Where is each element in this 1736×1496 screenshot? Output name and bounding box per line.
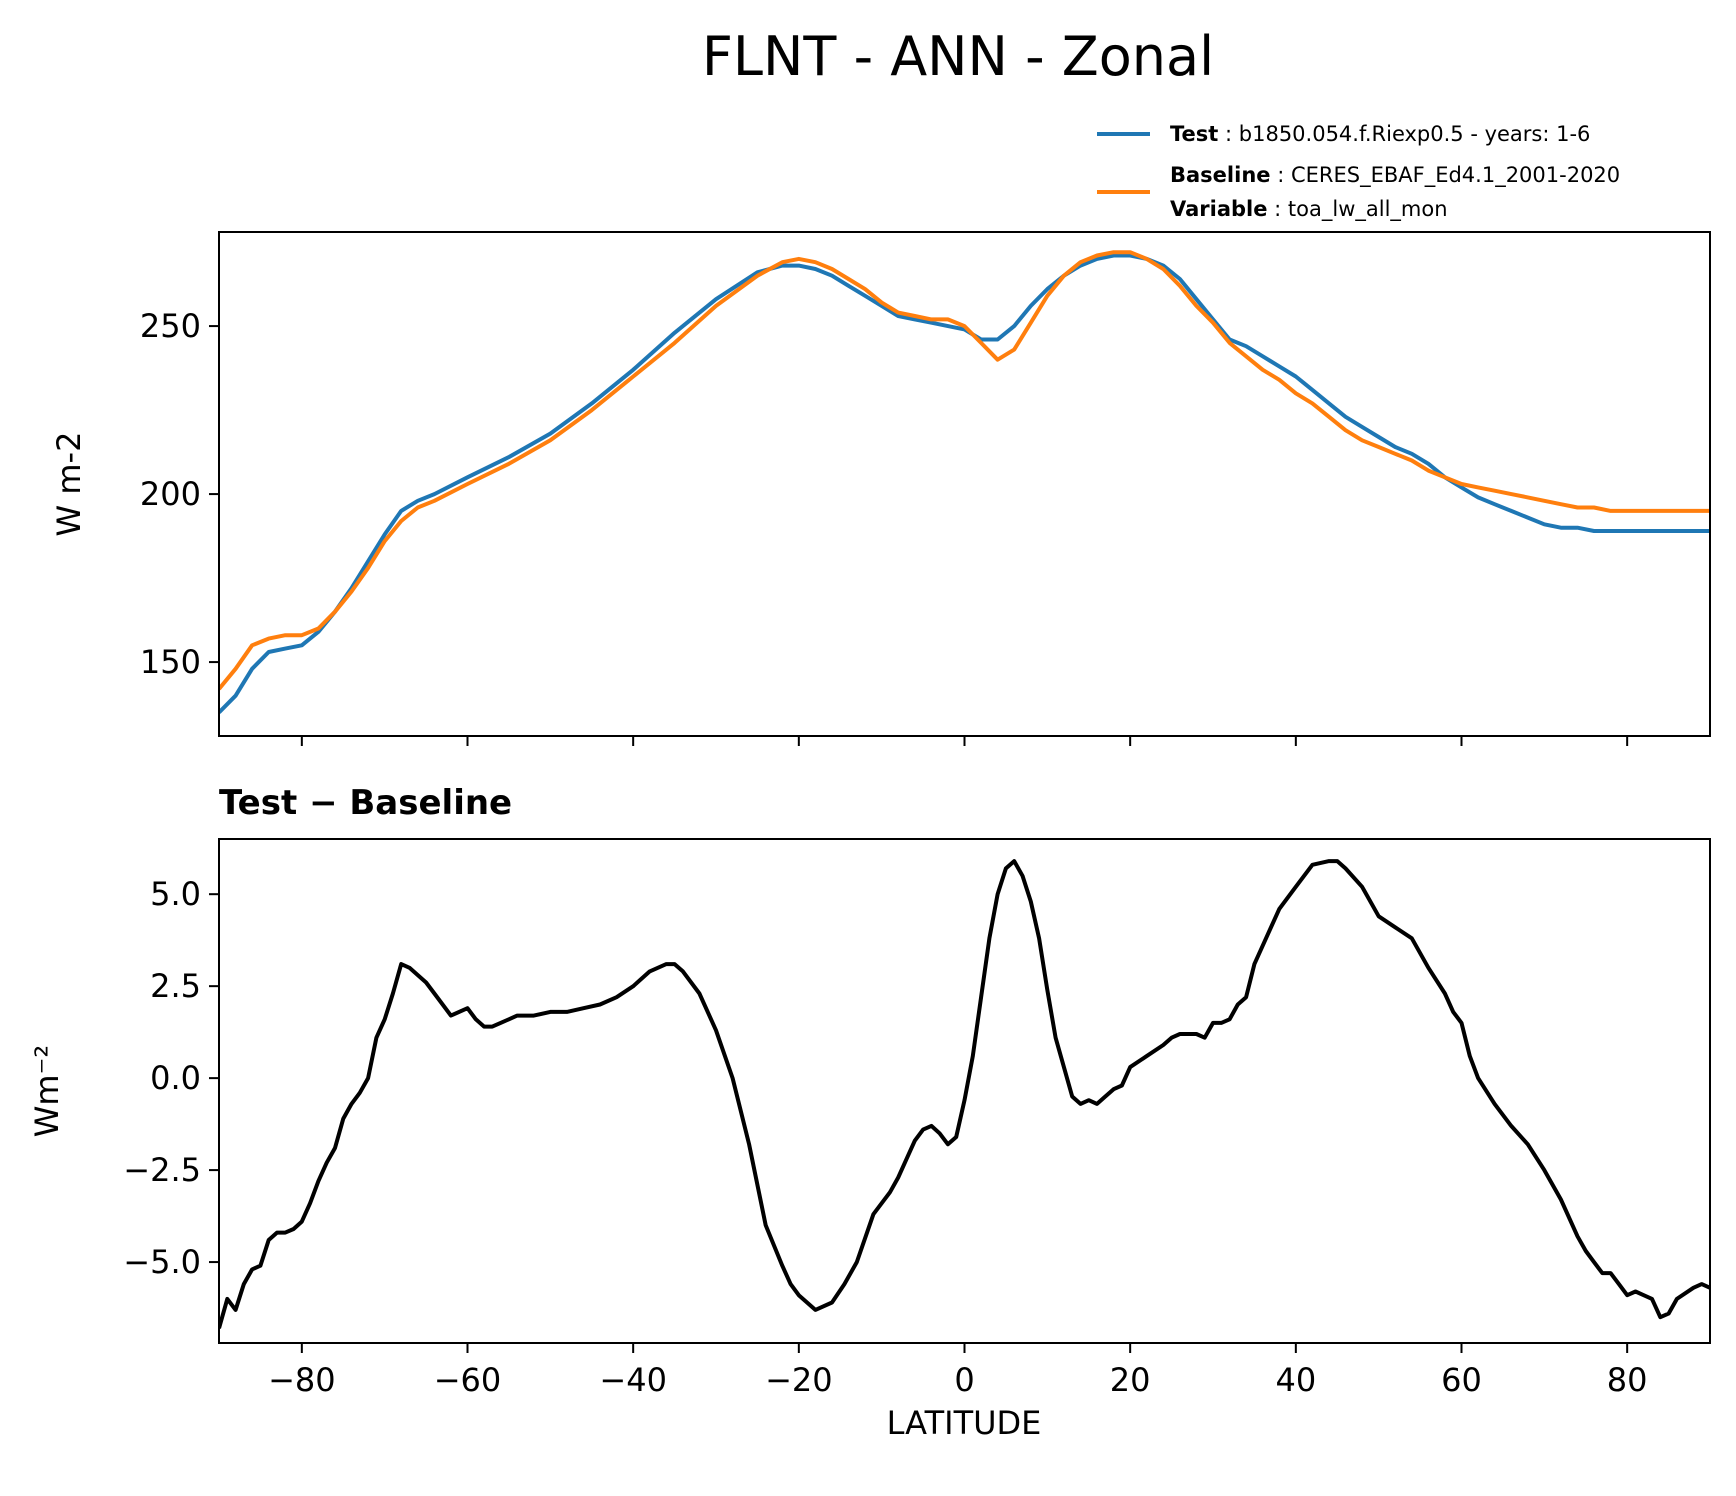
bottom-xtick-label: −80 xyxy=(268,1361,336,1399)
bottom-xtick-label: −40 xyxy=(599,1361,667,1399)
bottom-ticks-group: −5.0 −2.5 0.0 2.5 5.0 −80 −60 −40 −20 0 20 40 60 80 xyxy=(123,875,1647,1399)
top-panel: 150 200 250 W m-2 xyxy=(50,231,1711,746)
legend-baseline-entry: Baseline : CERES_EBAF_Ed4.1_2001-2020 xyxy=(1170,163,1620,188)
bottom-line-difference xyxy=(219,859,1710,1329)
legend-variable-key: Variable xyxy=(1170,197,1267,221)
bottom-xtick-label: 40 xyxy=(1275,1361,1316,1399)
bottom-xtick-label: 20 xyxy=(1110,1361,1151,1399)
figure-title: FLNT - ANN - Zonal xyxy=(702,25,1214,88)
bottom-series-group xyxy=(219,859,1710,1329)
top-ticks-group: 150 200 250 xyxy=(140,307,1629,746)
legend-variable-text: toa_lw_all_mon xyxy=(1288,197,1448,222)
bottom-ytick-label: −2.5 xyxy=(123,1151,201,1189)
top-axes-frame xyxy=(218,231,1711,737)
legend-baseline-text: CERES_EBAF_Ed4.1_2001-2020 xyxy=(1291,163,1620,188)
top-line-baseline xyxy=(219,250,1710,691)
bottom-xtick-label: 60 xyxy=(1441,1361,1482,1399)
bottom-xtick-label: −60 xyxy=(434,1361,502,1399)
bottom-ytick-label: 5.0 xyxy=(150,875,201,913)
bottom-ytick-label: 2.5 xyxy=(150,967,201,1005)
bottom-ytick-label: 0.0 xyxy=(150,1059,201,1097)
bottom-ylabel: Wm⁻² xyxy=(28,1045,66,1138)
bottom-subtitle: Test − Baseline xyxy=(219,783,512,823)
legend-test-key: Test xyxy=(1170,122,1218,146)
top-ytick-label: 250 xyxy=(140,307,201,345)
legend-test-text: b1850.054.f.Riexp0.5 - years: 1-6 xyxy=(1239,122,1591,146)
bottom-xtick-label: 0 xyxy=(954,1361,974,1399)
legend-baseline-key: Baseline xyxy=(1170,163,1271,187)
bottom-panel: Test − Baseline −5.0−2.50.02.55.0−80 −60−… xyxy=(28,783,1711,1442)
bottom-xlabel: LATITUDE xyxy=(887,1404,1042,1442)
legend-variable-entry: Variable : toa_lw_all_mon xyxy=(1170,197,1448,222)
top-series-group xyxy=(219,250,1710,714)
top-ylabel: W m-2 xyxy=(50,432,88,537)
bottom-xtick-label: 80 xyxy=(1607,1361,1648,1399)
legend-test-entry: Test : b1850.054.f.Riexp0.5 - years: 1-6 xyxy=(1170,122,1590,146)
legend: Test : b1850.054.f.Riexp0.5 - years: 1-6… xyxy=(1097,122,1620,222)
bottom-ytick-label: −5.0 xyxy=(123,1243,201,1281)
top-ytick-label: 200 xyxy=(140,475,201,513)
bottom-xtick-label: −20 xyxy=(765,1361,833,1399)
top-ytick-label: 150 xyxy=(140,643,201,681)
